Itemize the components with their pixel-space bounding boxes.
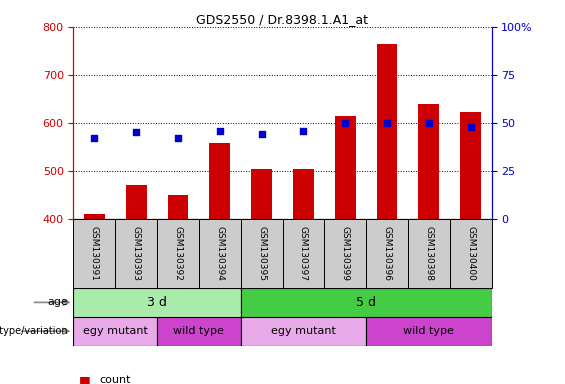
Text: 5 d: 5 d [356, 296, 376, 309]
Point [341, 120, 350, 126]
Text: wild type: wild type [403, 326, 454, 336]
Text: GSM130400: GSM130400 [466, 226, 475, 281]
Bar [115, 219, 157, 288]
Bar [450, 219, 492, 288]
Text: 3 d: 3 d [147, 296, 167, 309]
Bar [251, 169, 272, 219]
Text: egy mutant: egy mutant [83, 326, 147, 336]
Text: GSM130394: GSM130394 [215, 226, 224, 281]
Bar [418, 104, 440, 219]
Point [383, 120, 392, 126]
Text: GSM130391: GSM130391 [90, 226, 99, 281]
Bar [408, 219, 450, 288]
Point [299, 127, 308, 134]
Text: GSM130393: GSM130393 [132, 226, 141, 281]
Bar [241, 288, 492, 317]
Bar [293, 169, 314, 219]
Bar [282, 219, 324, 288]
Text: GSM130392: GSM130392 [173, 226, 182, 281]
Point [173, 135, 182, 141]
Point [132, 129, 141, 136]
Bar [167, 195, 189, 219]
Bar [84, 214, 105, 219]
Title: GDS2550 / Dr.8398.1.A1_at: GDS2550 / Dr.8398.1.A1_at [197, 13, 368, 26]
Bar [241, 219, 282, 288]
Text: GSM130395: GSM130395 [257, 226, 266, 281]
Text: ■: ■ [79, 374, 91, 384]
Bar [73, 317, 157, 346]
Bar [199, 219, 241, 288]
Text: GSM130399: GSM130399 [341, 226, 350, 281]
Bar [334, 116, 356, 219]
Point [215, 127, 224, 134]
Bar [209, 143, 231, 219]
Point [424, 120, 433, 126]
Text: count: count [99, 375, 131, 384]
Point [257, 131, 266, 137]
Text: genotype/variation: genotype/variation [0, 326, 68, 336]
Bar [73, 219, 115, 288]
Bar [324, 219, 366, 288]
Bar [157, 219, 199, 288]
Text: GSM130398: GSM130398 [424, 226, 433, 281]
Text: egy mutant: egy mutant [271, 326, 336, 336]
Bar [460, 112, 481, 219]
Point [466, 124, 475, 130]
Bar [125, 185, 147, 219]
Text: age: age [47, 297, 68, 308]
Bar [366, 219, 408, 288]
Text: wild type: wild type [173, 326, 224, 336]
Text: GSM130397: GSM130397 [299, 226, 308, 281]
Bar [241, 317, 366, 346]
Bar [377, 44, 398, 219]
Bar [73, 288, 241, 317]
Bar [157, 317, 241, 346]
Point [90, 135, 99, 141]
Text: GSM130396: GSM130396 [383, 226, 392, 281]
Bar [366, 317, 492, 346]
